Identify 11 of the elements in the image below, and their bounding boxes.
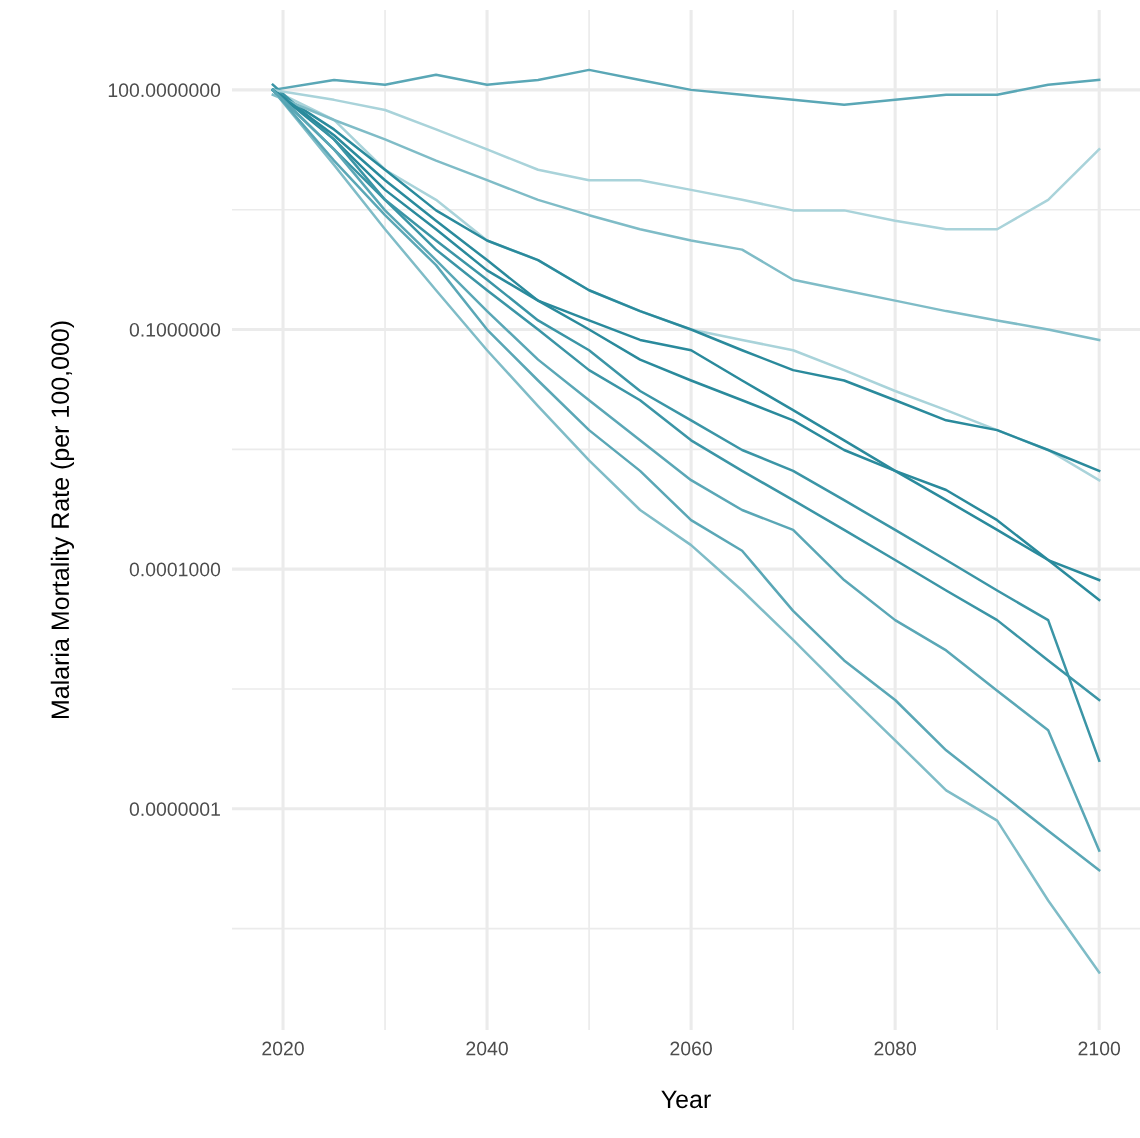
x-tick-label: 2100 xyxy=(1078,1041,1121,1056)
y-tick-label: 0.1000000 xyxy=(129,322,221,337)
y-tick-label: 100.0000000 xyxy=(108,83,221,98)
x-tick-label: 2040 xyxy=(466,1041,508,1056)
y-tick-label: 0.0001000 xyxy=(129,562,221,577)
x-tick-label: 2020 xyxy=(262,1041,304,1056)
x-axis-title: Year xyxy=(661,1090,711,1109)
x-tick-label: 2060 xyxy=(670,1041,712,1056)
y-tick-label: 0.0000001 xyxy=(129,802,220,817)
y-axis-title: Malaria Mortality Rate (per 100,000) xyxy=(50,321,75,719)
x-tick-label: 2080 xyxy=(874,1041,917,1056)
